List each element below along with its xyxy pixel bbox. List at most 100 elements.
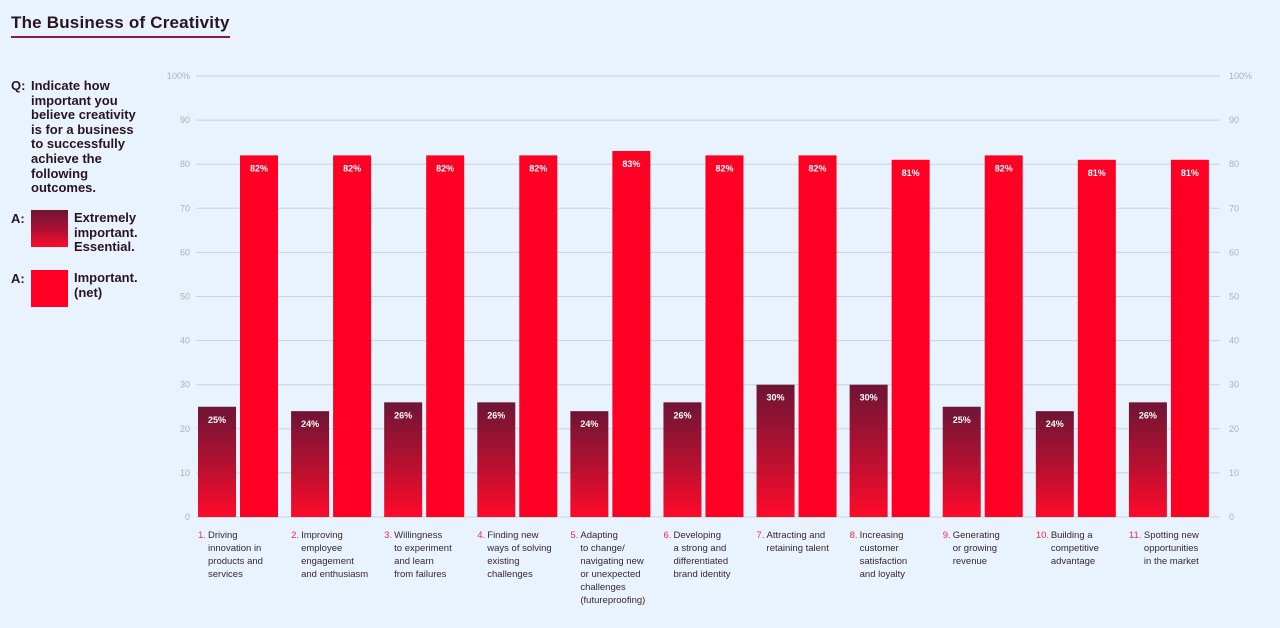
category-label-line: Developing xyxy=(673,530,721,541)
y-tick-label-left: 80 xyxy=(180,159,190,169)
bar-extremely-important xyxy=(384,402,423,517)
category-label-line: challenges xyxy=(580,582,626,593)
y-tick-label-right: 80 xyxy=(1229,159,1239,169)
bar-important-net xyxy=(798,155,837,517)
category-label-line: Building a xyxy=(1051,530,1093,541)
category-label-line: Attracting and xyxy=(767,530,826,541)
category-label-line: competitive xyxy=(1051,543,1099,554)
bar-value-label-important-net: 81% xyxy=(902,168,920,178)
y-tick-label-right: 50 xyxy=(1229,292,1239,302)
category-number: 3. xyxy=(384,530,392,541)
category-label-line: in the market xyxy=(1144,556,1199,567)
bar-value-label-important-net: 81% xyxy=(1181,168,1199,178)
category-label-line: Finding new xyxy=(487,530,538,541)
y-tick-label-left: 10 xyxy=(180,468,190,478)
legend-item-extremely-important: A: Extremely important. Essential. xyxy=(11,210,154,255)
bar-important-net xyxy=(519,155,558,517)
legend-prefix: A: xyxy=(11,271,25,286)
category-label-line: ways of solving xyxy=(486,543,551,554)
bar-extremely-important xyxy=(291,411,330,517)
category-label-line: and loyalty xyxy=(860,569,906,580)
y-tick-label-right: 40 xyxy=(1229,336,1239,346)
category-label-line: retaining talent xyxy=(767,543,830,554)
category-label-line: to change/ xyxy=(580,543,625,554)
category-label-line: advantage xyxy=(1051,556,1095,567)
y-tick-label-left: 30 xyxy=(180,380,190,390)
bar-value-label-important-net: 82% xyxy=(995,163,1013,173)
question-block: Q: Indicate how important you believe cr… xyxy=(11,78,161,196)
bar-extremely-important xyxy=(477,402,516,517)
bar-value-label-important-net: 82% xyxy=(529,163,547,173)
category-label-line: to experiment xyxy=(394,543,452,554)
bar-value-label-extremely-important: 26% xyxy=(394,410,412,420)
category-label-line: revenue xyxy=(953,556,987,567)
bar-value-label-extremely-important: 25% xyxy=(208,415,226,425)
y-tick-label-left: 20 xyxy=(180,424,190,434)
legend-prefix: A: xyxy=(11,211,25,226)
bars-layer xyxy=(198,150,1209,518)
category-number: 10. xyxy=(1036,530,1049,541)
category-label-line: or unexpected xyxy=(580,569,640,580)
bar-extremely-important xyxy=(1128,402,1167,517)
y-tick-label-left: 40 xyxy=(180,336,190,346)
y-tick-label-right: 90 xyxy=(1229,115,1239,125)
y-tick-label-right: 30 xyxy=(1229,380,1239,390)
bar-value-label-important-net: 82% xyxy=(715,163,733,173)
question-text: Indicate how important you believe creat… xyxy=(31,78,136,196)
category-number: 6. xyxy=(663,530,671,541)
y-tick-label-right: 70 xyxy=(1229,203,1239,213)
bar-important-net xyxy=(891,159,930,518)
y-tick-label-right: 60 xyxy=(1229,247,1239,257)
category-label-line: navigating new xyxy=(580,556,644,567)
legend-item-important-net: A: Important. (net) xyxy=(11,270,154,307)
bar-value-label-important-net: 81% xyxy=(1088,168,1106,178)
bar-value-label-important-net: 83% xyxy=(622,159,640,169)
category-label-line: innovation in xyxy=(208,543,261,554)
category-number: 5. xyxy=(570,530,578,541)
category-label-line: or growing xyxy=(953,543,997,554)
bar-value-label-important-net: 82% xyxy=(809,163,827,173)
y-tick-label-right: 0 xyxy=(1229,512,1234,522)
category-label-line: Improving xyxy=(301,530,343,541)
bar-value-label-extremely-important: 30% xyxy=(767,393,785,403)
bar-extremely-important xyxy=(849,384,888,517)
category-number: 4. xyxy=(477,530,485,541)
y-tick-label-left: 100% xyxy=(167,71,190,81)
category-number: 2. xyxy=(291,530,299,541)
category-label-line: Willingness xyxy=(394,530,442,541)
legend-swatch-dark xyxy=(31,210,68,247)
bar-value-label-extremely-important: 26% xyxy=(487,410,505,420)
bar-extremely-important xyxy=(198,406,236,517)
category-label-line: products and xyxy=(208,556,263,567)
category-label-line: Adapting xyxy=(580,530,618,541)
y-tick-label-left: 70 xyxy=(180,203,190,213)
bar-value-label-important-net: 82% xyxy=(250,163,268,173)
category-label-line: and enthusiasm xyxy=(301,569,368,580)
y-tick-label-left: 0 xyxy=(185,512,190,522)
category-number: 9. xyxy=(943,530,951,541)
category-label-line: a strong and xyxy=(673,543,726,554)
category-number: 11. xyxy=(1129,530,1142,541)
bar-value-label-important-net: 82% xyxy=(436,163,454,173)
bar-extremely-important xyxy=(1035,411,1074,517)
bar-extremely-important xyxy=(663,402,702,517)
y-tick-label-left: 50 xyxy=(180,292,190,302)
category-label-line: satisfaction xyxy=(860,556,908,567)
bar-value-label-extremely-important: 30% xyxy=(860,393,878,403)
labels-layer: 0 0 10 10 20 20 30 30 40 40 50 50 60 60 70 70 80 80 90 90 10… xyxy=(167,71,1252,606)
category-label-line: differentiated xyxy=(673,556,728,567)
bar-important-net xyxy=(240,155,278,517)
category-label-line: engagement xyxy=(301,556,354,567)
category-number: 1. xyxy=(198,530,206,541)
category-label-line: Increasing xyxy=(860,530,904,541)
bar-important-net xyxy=(1077,159,1116,518)
bar-value-label-extremely-important: 24% xyxy=(580,419,598,429)
bar-important-net xyxy=(333,155,372,517)
category-number: 8. xyxy=(850,530,858,541)
category-label-line: Driving xyxy=(208,530,238,541)
category-number: 7. xyxy=(757,530,765,541)
category-label-line: opportunities xyxy=(1144,543,1199,554)
bar-extremely-important xyxy=(570,411,609,517)
category-label-line: services xyxy=(208,569,243,580)
